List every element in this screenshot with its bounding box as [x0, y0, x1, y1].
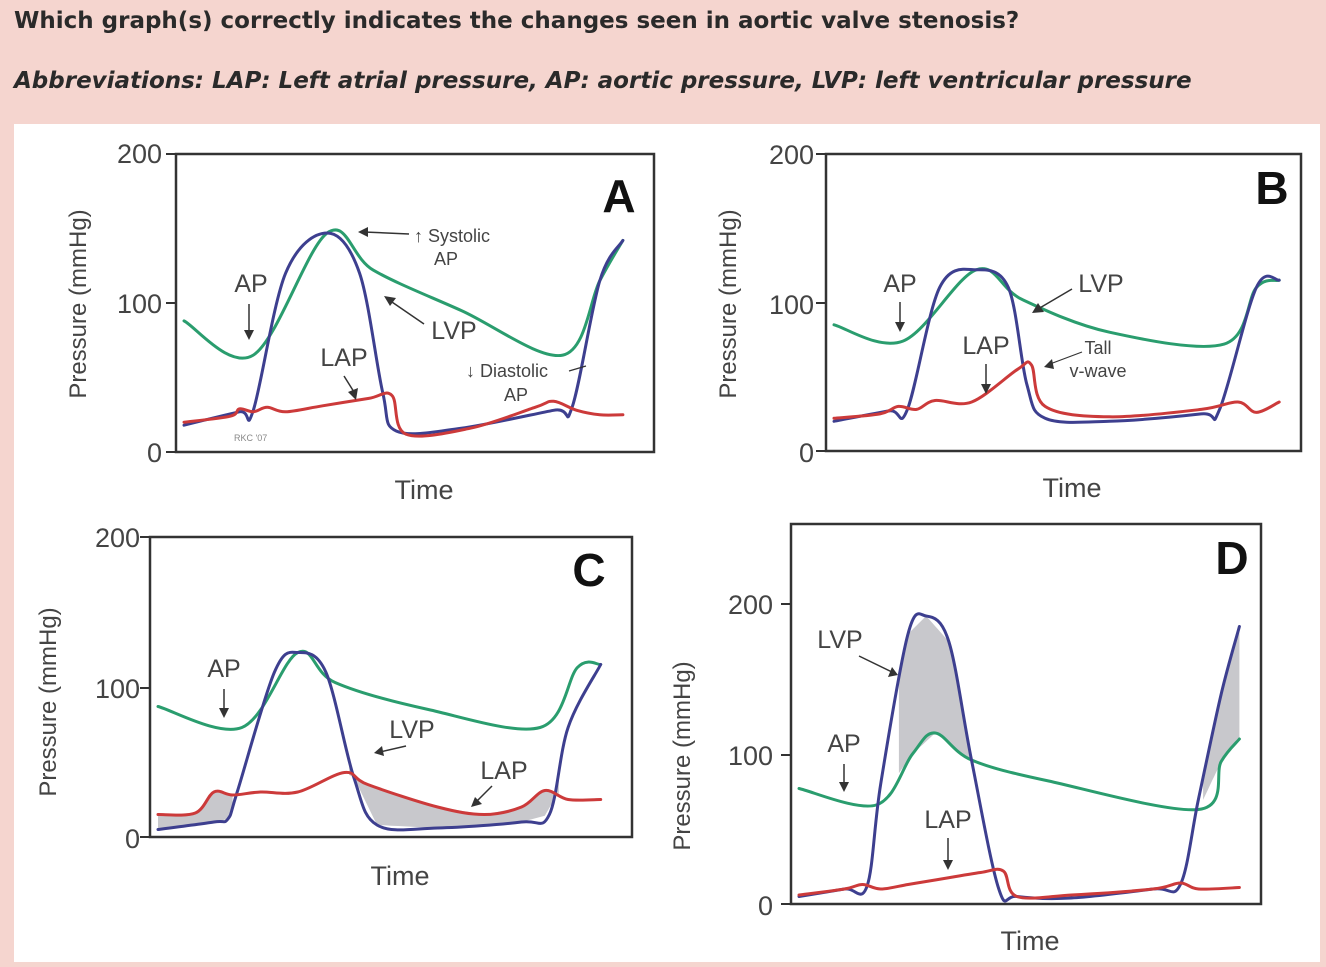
panel-a-xlabel: Time — [395, 475, 454, 505]
panel-b-label-ap: AP — [883, 270, 916, 298]
panel-b-letter: B — [1255, 162, 1288, 214]
panel-d-arrowhead-ap — [839, 782, 849, 792]
panel-d-ytick-100: 100 — [728, 741, 773, 771]
panel-d-series-lap — [797, 867, 1241, 900]
panel-c: 200 100 0 Pressure (mmHg) Time C AP LVP … — [35, 523, 634, 891]
panel-c-label-ap: AP — [207, 655, 240, 683]
panel-a-frame — [174, 152, 656, 454]
panel-d-series-ap — [797, 731, 1241, 812]
panel-a-series-lap — [182, 391, 625, 438]
panel-b-label-lap: LAP — [962, 332, 1009, 360]
panel-c-ytick-100: 100 — [95, 674, 140, 704]
panel-d-arrow-lvp — [858, 655, 893, 673]
panel-d-ytick-0: 0 — [758, 891, 773, 921]
panel-a-arrow-systolic — [363, 231, 410, 235]
panel-d-label-lap: LAP — [924, 806, 971, 834]
panel-d-fill-late — [1203, 626, 1240, 800]
panel-b-arrowhead-vwave — [1044, 359, 1054, 369]
panel-a-arrowhead-ap — [244, 330, 254, 340]
panel-b-ytick-200: 200 — [769, 140, 814, 170]
panel-c-ytick-0: 0 — [125, 824, 140, 854]
panel-a-label-systolic: ↑ Systolic — [414, 226, 490, 246]
panel-c-series-ap — [156, 649, 603, 731]
question-title: Which graph(s) correctly indicates the c… — [14, 8, 1020, 34]
panel-a-signature: RKC '07 — [234, 433, 267, 443]
panel-a-arrowhead-lap — [348, 388, 358, 400]
panel-a-ytick-200: 200 — [117, 139, 162, 169]
panel-d-ylabel: Pressure (mmHg) — [669, 661, 696, 850]
panel-a-label-lvp: LVP — [431, 317, 476, 345]
panel-d-ytick-200: 200 — [728, 590, 773, 620]
panel-a-series-ap — [182, 228, 625, 360]
panel-b-label-tall: Tall — [1084, 338, 1111, 358]
panel-c-xlabel: Time — [371, 861, 430, 891]
panel-a-ytick-100: 100 — [117, 289, 162, 319]
panel-a-ytick-0: 0 — [147, 438, 162, 468]
panel-a-label-ap: AP — [234, 270, 267, 298]
panel-d-arrowhead-lap — [943, 860, 953, 870]
panel-c-ytick-200: 200 — [95, 523, 140, 553]
panel-b-ylabel: Pressure (mmHg) — [715, 209, 742, 398]
panel-c-label-lap: LAP — [480, 757, 527, 785]
panel-b-xlabel: Time — [1043, 473, 1102, 503]
panel-d-label-ap: AP — [827, 730, 860, 758]
panel-a-label-diastolic-ap: AP — [504, 385, 528, 405]
panel-d-label-lvp: LVP — [817, 626, 862, 654]
panel-d-frame — [789, 522, 1263, 906]
panel-a-arrowhead-systolic — [358, 227, 368, 237]
panel-d: 200 100 0 Pressure (mmHg) Time D LVP AP … — [669, 522, 1263, 956]
panel-c-arrowhead-ap — [219, 708, 229, 718]
panel-a-letter: A — [602, 170, 635, 222]
panel-d-arrowhead-lvp — [888, 667, 898, 677]
figure-panel: 200 100 0 Pressure (mmHg) Time A AP LAP … — [14, 124, 1320, 962]
panel-b-arrowhead-lap — [981, 384, 991, 394]
abbreviations-note: Abbreviations: LAP: Left atrial pressure… — [14, 68, 1192, 94]
panel-a: 200 100 0 Pressure (mmHg) Time A AP LAP … — [65, 139, 656, 505]
panel-b-arrowhead-lvp — [1032, 303, 1044, 313]
panel-b-arrow-vwave — [1049, 351, 1083, 365]
panel-a-label-lap: LAP — [320, 344, 367, 372]
panel-a-label-diastolic: ↓ Diastolic — [466, 361, 548, 381]
panel-a-arrowhead-lvp — [384, 296, 396, 306]
panel-c-series-lvp — [156, 650, 603, 832]
panel-a-ylabel: Pressure (mmHg) — [65, 209, 92, 398]
panel-d-series-lvp — [797, 612, 1241, 903]
panel-c-arrow-lvp — [379, 745, 407, 753]
panel-b-ytick-100: 100 — [769, 290, 814, 320]
panel-c-ylabel: Pressure (mmHg) — [35, 607, 62, 796]
panel-c-fill-early — [158, 792, 233, 830]
panel-a-label-systolic-ap: AP — [434, 249, 458, 269]
panel-a-arrow-lap — [343, 375, 355, 393]
panel-b-label-vwave: v-wave — [1069, 361, 1126, 381]
panel-b-arrowhead-ap — [895, 322, 905, 332]
figure-svg: 200 100 0 Pressure (mmHg) Time A AP LAP … — [35, 139, 1303, 956]
panel-c-arrowhead-lvp — [374, 746, 384, 756]
panel-c-letter: C — [572, 544, 605, 596]
panel-b-ytick-0: 0 — [799, 438, 814, 468]
panel-b-series-lap — [832, 360, 1281, 420]
panel-d-fill-systole — [898, 616, 972, 774]
panel-a-arrow-diastolic — [568, 365, 587, 372]
panel-c-arrow-lap — [475, 785, 493, 803]
panel-d-letter: D — [1215, 532, 1248, 584]
panel-a-arrow-lvp — [388, 299, 425, 325]
panel-b-label-lvp: LVP — [1078, 270, 1123, 298]
panel-c-series-lap — [156, 770, 603, 817]
panel-d-xlabel: Time — [1001, 926, 1060, 956]
panel-b: 200 100 0 Pressure (mmHg) Time B AP LVP … — [715, 140, 1303, 503]
panel-c-arrowhead-lap — [471, 797, 482, 807]
panel-c-label-lvp: LVP — [389, 716, 434, 744]
panel-b-arrow-lvp — [1037, 288, 1073, 310]
